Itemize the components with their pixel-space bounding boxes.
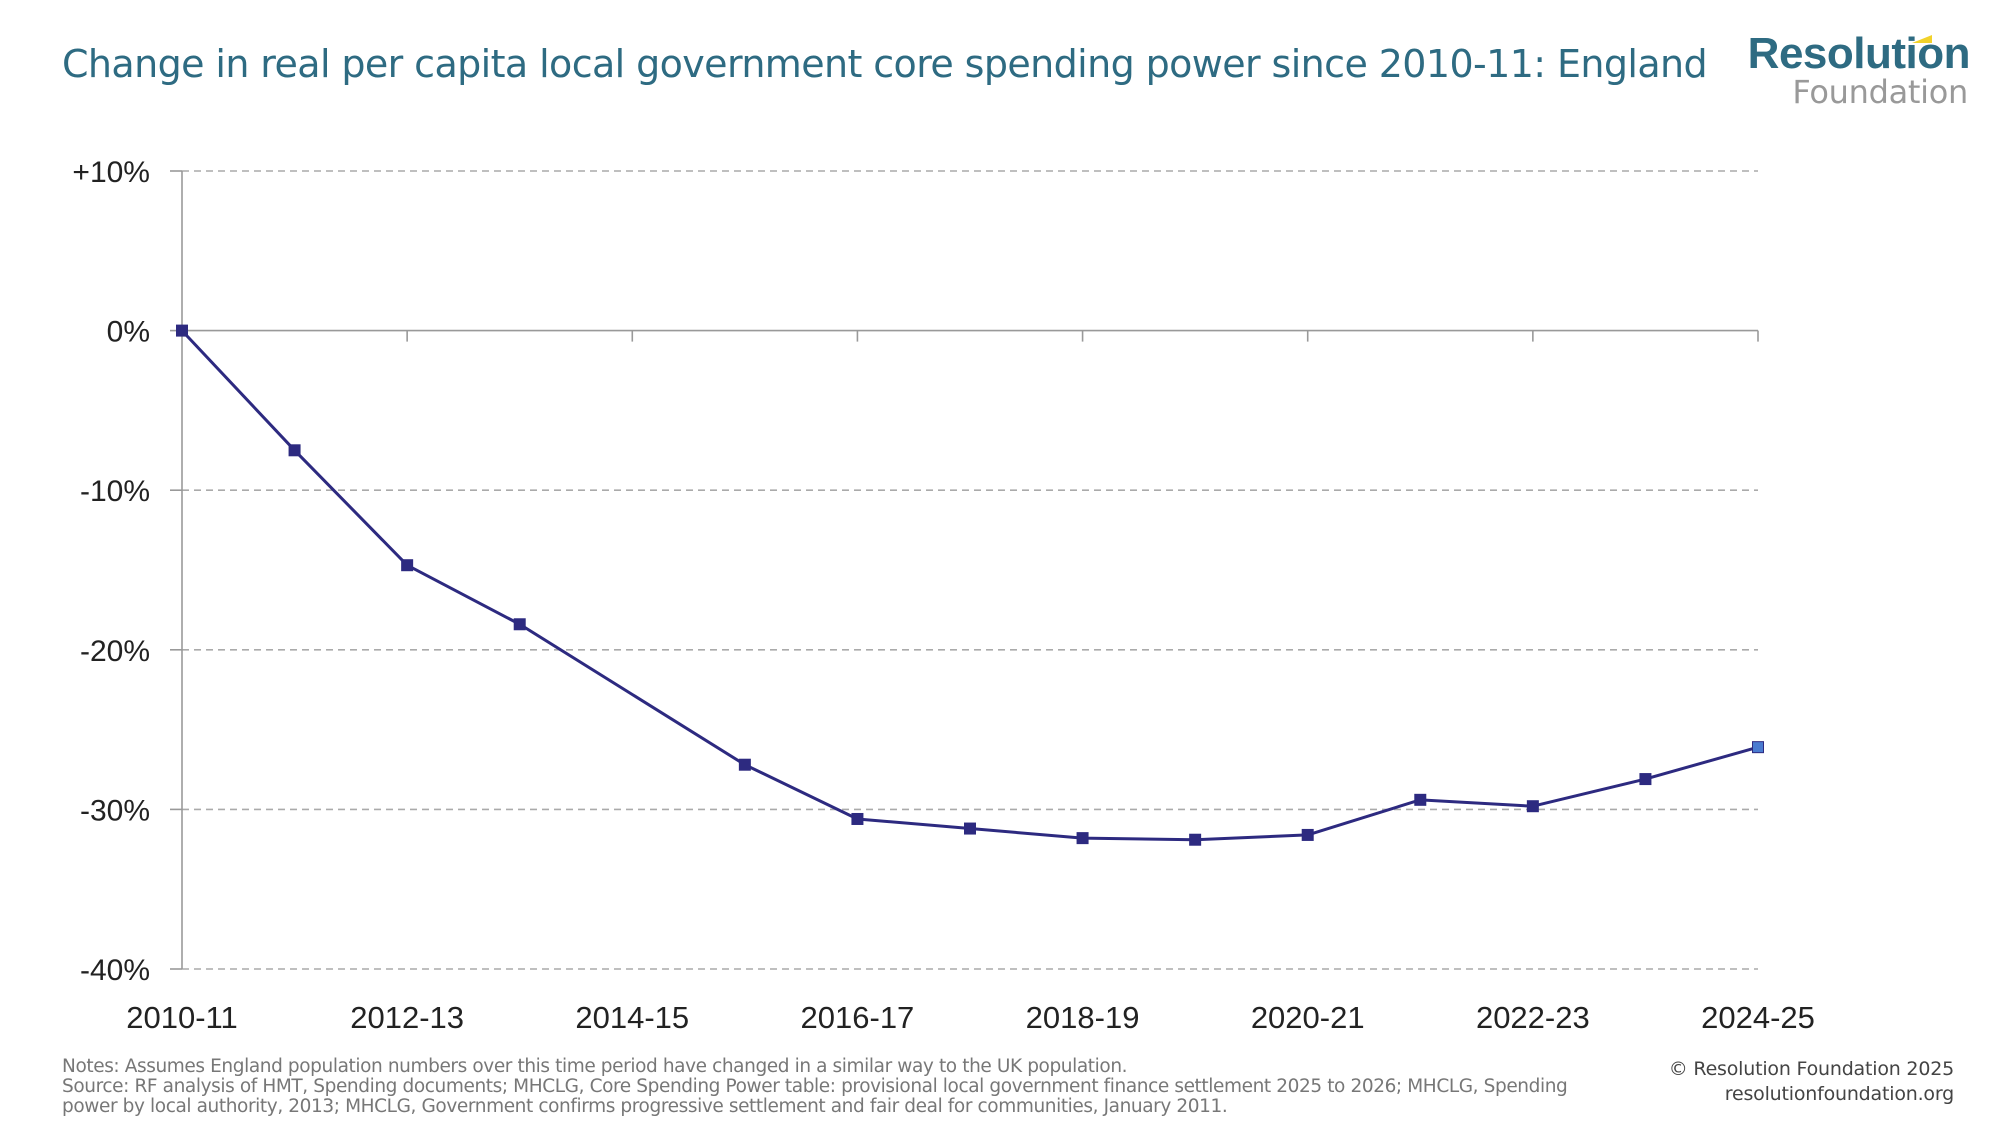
logo-wordmark-bottom: Foundation (1792, 73, 1968, 111)
data-point (1526, 800, 1539, 813)
x-tick-label: 2018-19 (1026, 1000, 1140, 1035)
y-tick-label: -10% (80, 475, 150, 508)
x-tick-label: 2014-15 (575, 1000, 689, 1035)
resolution-foundation-logo: Resolution Foundation (1738, 29, 1971, 111)
x-tick-label: 2012-13 (350, 1000, 464, 1035)
data-point (1414, 793, 1427, 806)
gridlines (182, 170, 1758, 970)
series-line (180, 329, 1759, 842)
x-tick-label: 2020-21 (1251, 1000, 1365, 1035)
data-point (1301, 828, 1314, 841)
website-link[interactable]: resolutionfoundation.org (1724, 1083, 1954, 1105)
chart-notes: Notes: Assumes England population number… (62, 1057, 1682, 1117)
y-tick-label: +10% (72, 156, 150, 189)
logo-accent-icon (1912, 35, 1932, 43)
data-point (1076, 832, 1089, 845)
data-point (401, 559, 414, 572)
logo-wordmark-top: Resolution (1747, 29, 1971, 78)
data-point (176, 324, 188, 337)
notes-text: Notes: Assumes England population number… (62, 1056, 1128, 1077)
data-point (513, 618, 526, 631)
x-tick-label: 2016-17 (801, 1000, 915, 1035)
credit-block: © Resolution Foundation 2025 resolutionf… (1669, 1057, 1954, 1107)
source-text: Source: RF analysis of HMT, Spending doc… (62, 1076, 1568, 1097)
data-point (738, 758, 751, 771)
x-axis-tick-labels: 2010-11 2012-13 2014-15 2016-17 2018-19 2020-… (126, 1000, 1815, 1035)
data-point (851, 812, 864, 825)
copyright-text: © Resolution Foundation 2025 (1668, 1058, 1954, 1080)
y-tick-label: -20% (80, 635, 150, 668)
y-axis-tick-labels: +10% 0% -10% -20% -30% -40% (72, 156, 150, 987)
x-tick-label: 2010-11 (126, 1000, 237, 1035)
data-point (1639, 773, 1652, 786)
data-point (964, 822, 976, 835)
data-point (288, 444, 301, 457)
x-tick-label: 2022-23 (1476, 1000, 1590, 1035)
y-tick-label: -30% (80, 794, 150, 827)
x-tick-label: 2024-25 (1701, 1000, 1815, 1035)
y-tick-label: -40% (80, 954, 150, 987)
source-text-continued: power by local authority, 2013; MHCLG, G… (62, 1096, 1228, 1117)
data-series (176, 324, 1764, 846)
chart-title: Change in real per capita local governme… (62, 42, 1708, 86)
y-tick-label: 0% (107, 316, 150, 349)
data-point (1189, 833, 1202, 846)
data-point-latest (1752, 741, 1764, 754)
